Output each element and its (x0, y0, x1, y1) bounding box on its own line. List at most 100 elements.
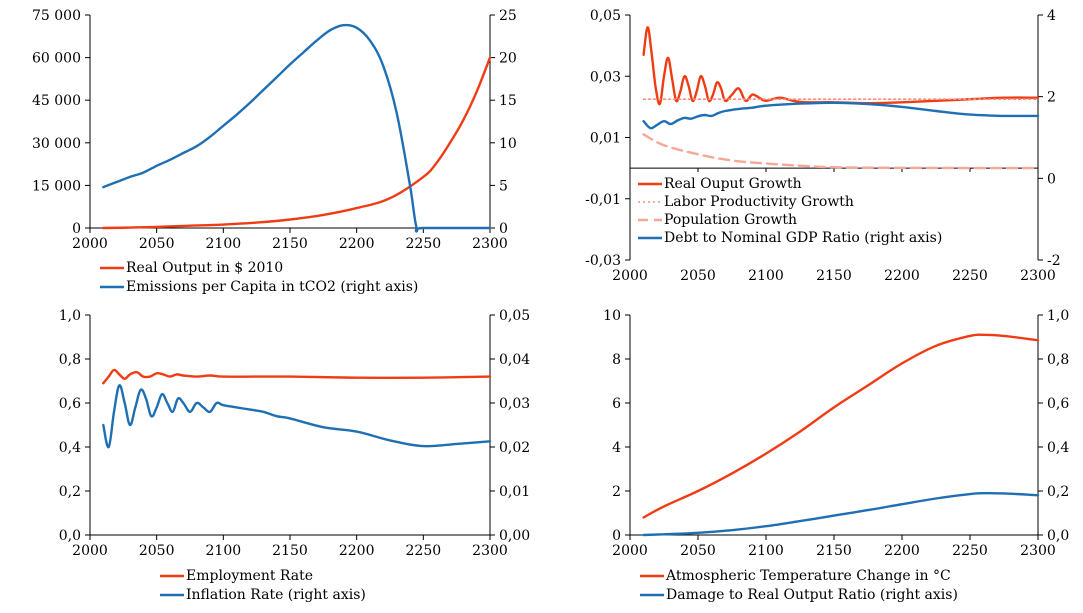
y-left-tick-label: 0,8 (59, 352, 81, 368)
x-tick-label: 2000 (72, 543, 108, 559)
y-right-tick-label: 0,02 (499, 440, 530, 456)
x-tick-label: 2050 (680, 543, 716, 559)
y-left-tick-label: 0,01 (590, 131, 621, 147)
x-tick-label: 2250 (406, 543, 442, 559)
chart-growth-debt: 2000 2050 2100 2150 2200 2250 2300 -0,03 -0,01 0,… (585, 8, 1061, 284)
y-left-tick-label: 60 000 (32, 51, 81, 67)
x-tick-label: 2250 (406, 236, 442, 252)
x-tick-label: 2100 (748, 543, 784, 559)
legend-label: Atmospheric Temperature Change in °C (665, 568, 951, 584)
y-right-tick-label: 0,01 (499, 484, 530, 500)
y-left-tick-label: 0,0 (59, 528, 81, 544)
y-right-tick-label: 0 (1047, 171, 1056, 187)
x-tick-label: 2000 (612, 543, 648, 559)
x-tick-label: 2000 (612, 268, 648, 284)
y-left-tick-label: -0,03 (585, 253, 621, 269)
legend: Atmospheric Temperature Change in °C Dama… (640, 568, 958, 603)
y-left-tick-label: 4 (612, 440, 621, 456)
x-tick-label: 2100 (748, 268, 784, 284)
series-line-3 (642, 101, 1040, 130)
x-tick-label: 2050 (139, 236, 175, 252)
y-right-tick-label: 0,6 (1047, 396, 1069, 412)
y-right-tick-label: 0,05 (499, 308, 530, 324)
legend-label: Employment Rate (186, 568, 313, 584)
y-left-tick-label: 0,03 (590, 69, 621, 85)
legend: Employment Rate Inflation Rate (right axi… (160, 568, 366, 603)
y-left-tick-label: 0 (612, 528, 621, 544)
y-left-tick-label: 15 000 (32, 178, 81, 194)
legend: Real Ouput Growth Labor Productivity Grow… (634, 172, 984, 250)
y-right-tick-label: 15 (499, 93, 517, 109)
y-right-tick-label: 0,03 (499, 396, 530, 412)
y-right-tick-label: 4 (1047, 8, 1056, 24)
y-right-tick-label: 0,04 (499, 352, 530, 368)
x-tick-label: 2150 (272, 543, 308, 559)
y-left-tick-label: 8 (612, 352, 621, 368)
legend-box (634, 172, 984, 250)
y-right-tick-label: 0,8 (1047, 352, 1069, 368)
x-tick-label: 2300 (1020, 268, 1056, 284)
y-right-tick-label: 1,0 (1047, 308, 1069, 324)
x-tick-label: 2100 (206, 236, 242, 252)
y-left-tick-label: 2 (612, 484, 621, 500)
y-right-tick-label: 0 (499, 221, 508, 237)
legend-label: Labor Productivity Growth (664, 194, 854, 210)
y-right-tick-label: 5 (499, 178, 508, 194)
y-right-tick-label: 2 (1047, 90, 1056, 106)
y-left-tick-label: 10 (603, 308, 621, 324)
y-left-tick-label: 30 000 (32, 136, 81, 152)
y-right-tick-label: -2 (1047, 253, 1061, 269)
x-tick-label: 2050 (139, 543, 175, 559)
x-tick-label: 2100 (206, 543, 242, 559)
chart-employment-inflation: 2000 2050 2100 2150 2200 2250 2300 0,0 0,2 0,4 0,6… (59, 308, 531, 603)
x-tick-label: 2300 (472, 236, 508, 252)
series-line-0 (642, 333, 1040, 519)
y-right-tick-label: 25 (499, 8, 517, 24)
x-tick-label: 2250 (952, 543, 988, 559)
x-tick-label: 2300 (1020, 543, 1056, 559)
series-line-1 (102, 23, 492, 233)
y-right-tick-label: 10 (499, 136, 517, 152)
x-tick-label: 2150 (272, 236, 308, 252)
chart-temperature-damage: 2000 2050 2100 2150 2200 2250 2300 0 2 4 6 8 10 0,0 0,… (603, 308, 1069, 603)
series-line-0 (642, 26, 1040, 106)
y-left-tick-label: 0 (72, 221, 81, 237)
y-left-tick-label: 45 000 (32, 93, 81, 109)
series-line-2 (642, 133, 1040, 170)
series-line-0 (102, 56, 492, 230)
x-tick-label: 2200 (339, 543, 375, 559)
y-left-tick-label: 0,2 (59, 484, 81, 500)
legend-label: Debt to Nominal GDP Ratio (right axis) (664, 230, 942, 246)
legend-label: Population Growth (664, 212, 797, 228)
legend: Real Output in $ 2010 Emissions per Capit… (100, 260, 418, 295)
legend-label: Real Output in $ 2010 (126, 260, 283, 276)
series-line-1 (642, 491, 1040, 537)
y-right-tick-label: 20 (499, 51, 517, 67)
x-tick-label: 2200 (339, 236, 375, 252)
y-left-tick-label: 75 000 (32, 8, 81, 24)
x-tick-label: 2000 (72, 236, 108, 252)
y-right-tick-label: 0,4 (1047, 440, 1069, 456)
series-line-0 (102, 368, 492, 385)
series-line-1 (102, 384, 492, 449)
legend-label: Damage to Real Output Ratio (right axis) (666, 587, 958, 603)
y-right-tick-label: 0,0 (1047, 528, 1069, 544)
x-tick-label: 2300 (472, 543, 508, 559)
y-left-tick-label: 0,4 (59, 440, 81, 456)
x-tick-label: 2200 (884, 543, 920, 559)
legend-label: Real Ouput Growth (664, 176, 802, 192)
y-left-tick-label: 1,0 (59, 308, 81, 324)
x-tick-label: 2250 (952, 268, 988, 284)
legend-label: Inflation Rate (right axis) (186, 587, 366, 603)
x-tick-label: 2200 (884, 268, 920, 284)
y-right-tick-label: 0,2 (1047, 484, 1069, 500)
legend-label: Emissions per Capita in tCO2 (right axis… (126, 279, 418, 295)
x-tick-label: 2150 (816, 268, 852, 284)
x-tick-label: 2050 (680, 268, 716, 284)
y-left-tick-label: 0,05 (590, 8, 621, 24)
y-left-tick-label: 6 (612, 396, 621, 412)
y-right-tick-label: 0,00 (499, 528, 530, 544)
x-tick-label: 2150 (816, 543, 852, 559)
